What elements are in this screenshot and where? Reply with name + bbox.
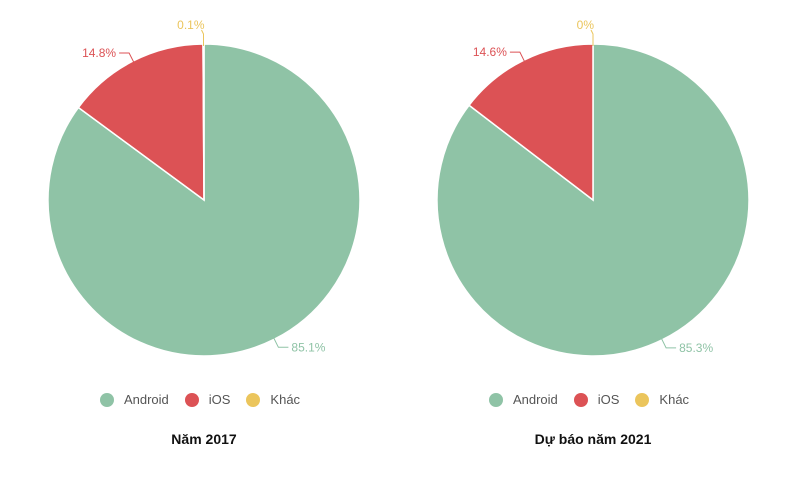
legend-label-khac: Khác [659, 392, 690, 407]
legend-item-ios[interactable]: iOS [184, 392, 231, 407]
pie-chart-2017: 85.1% 14.8% 0.1% [47, 18, 361, 357]
legend-2021: Android iOS Khác [389, 392, 789, 407]
legend-swatch-android [488, 392, 503, 407]
legend-swatch-khac [246, 392, 261, 407]
legend-item-khac[interactable]: Khác [246, 392, 300, 407]
legend-2017: Android iOS Khác [0, 392, 400, 407]
legend-item-android[interactable]: Android [99, 392, 169, 407]
legend-item-khac[interactable]: Khác [635, 392, 689, 407]
slice-label-android: 85.3% [679, 341, 713, 355]
legend-label-ios: iOS [597, 392, 620, 407]
leader-line-ios [119, 52, 136, 65]
legend-label-khac: Khác [270, 392, 301, 407]
leader-line-android [659, 336, 677, 349]
leader-line-android [272, 335, 289, 348]
pie-slice-khac[interactable] [202, 43, 205, 201]
legend-swatch-android [99, 392, 114, 407]
legend-label-android: Android [512, 392, 558, 407]
chart-title-2021: Dự báo năm 2021 [534, 431, 652, 447]
pie-panel-2017: 85.1% 14.8% 0.1% Android iOS Khác Năm 2017 [0, 18, 400, 447]
slice-label-ios: 14.8% [82, 46, 116, 60]
slice-label-khac: 0% [577, 18, 595, 32]
legend-swatch-ios [184, 392, 199, 407]
legend-swatch-khac [635, 392, 650, 407]
leader-line-khac [590, 29, 594, 46]
legend-swatch-ios [573, 392, 588, 407]
pie-panel-2021: 85.3% 14.6% 0% Android iOS Khác Dự báo năm… [389, 0, 789, 482]
leader-line-ios [509, 51, 527, 64]
slice-label-ios: 14.6% [473, 45, 507, 59]
chart-title-2017: Năm 2017 [171, 431, 237, 447]
leader-line-khac [201, 29, 204, 46]
slice-label-android: 85.1% [291, 340, 325, 354]
slice-label-khac: 0.1% [177, 18, 205, 32]
legend-label-android: Android [123, 392, 169, 407]
pie-chart-2021: 85.3% 14.6% 0% [436, 18, 750, 357]
legend-item-android[interactable]: Android [488, 392, 558, 407]
legend-label-ios: iOS [208, 392, 231, 407]
legend-item-ios[interactable]: iOS [573, 392, 620, 407]
